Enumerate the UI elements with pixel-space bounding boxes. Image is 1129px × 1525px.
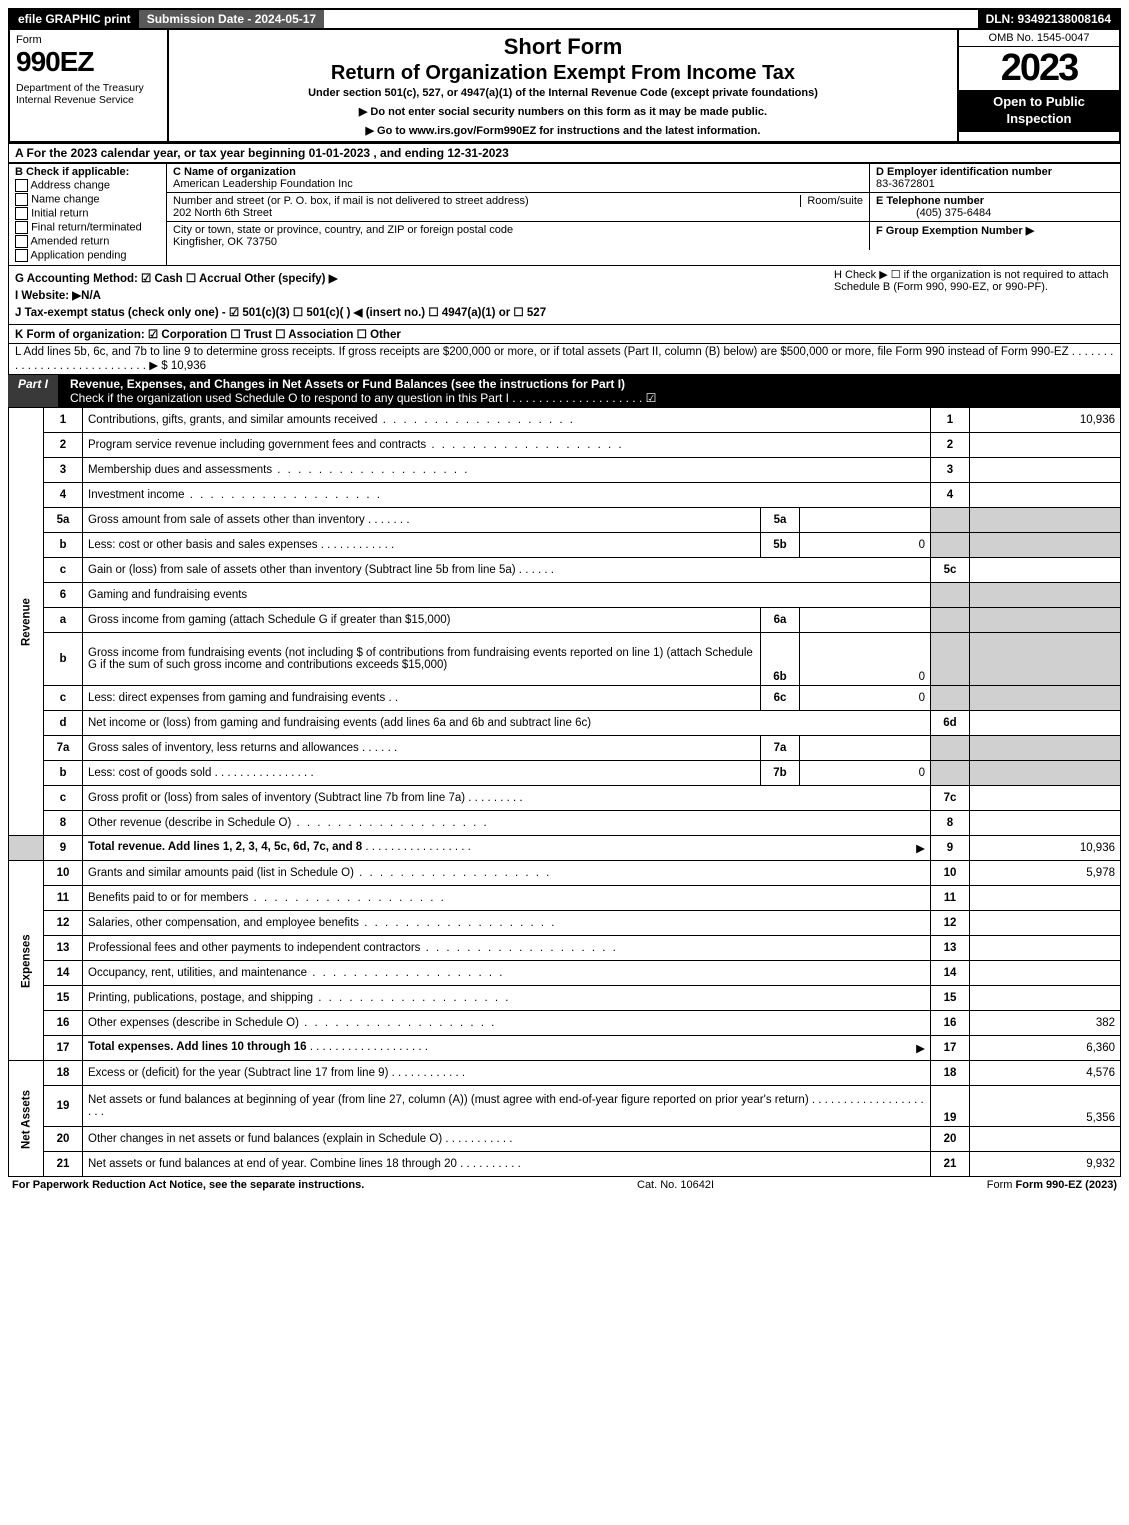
form-footer-label: Form Form 990-EZ (2023) xyxy=(987,1179,1117,1191)
chk-initial-return[interactable]: Initial return xyxy=(15,207,160,220)
row-a-tax-year: A For the 2023 calendar year, or tax yea… xyxy=(8,143,1121,163)
section-ghij: H Check ▶ ☐ if the organization is not r… xyxy=(8,266,1121,325)
form-word: Form xyxy=(16,34,161,46)
submission-date-button[interactable]: Submission Date - 2024-05-17 xyxy=(139,10,324,28)
short-form-title: Short Form xyxy=(177,34,949,60)
city-state-zip: Kingfisher, OK 73750 xyxy=(173,236,277,248)
form-header: Form 990EZ Department of the Treasury In… xyxy=(8,30,1121,143)
omb-number: OMB No. 1545-0047 xyxy=(959,30,1119,47)
part-1-header: Part I Revenue, Expenses, and Changes in… xyxy=(8,375,1121,407)
chk-name-change[interactable]: Name change xyxy=(15,193,160,206)
lines-table: Revenue 1Contributions, gifts, grants, a… xyxy=(8,407,1121,1177)
efile-print-button[interactable]: efile GRAPHIC print xyxy=(10,10,139,28)
dln-label: DLN: 93492138008164 xyxy=(978,10,1119,28)
return-title: Return of Organization Exempt From Incom… xyxy=(177,62,949,85)
row-l-gross-receipts: L Add lines 5b, 6c, and 7b to line 9 to … xyxy=(8,344,1121,375)
city-label: City or town, state or province, country… xyxy=(173,224,513,236)
f-group-exemption: F Group Exemption Number ▶ xyxy=(876,225,1034,237)
chk-amended-return[interactable]: Amended return xyxy=(15,235,160,248)
d-ein-label: D Employer identification number xyxy=(876,166,1052,178)
b-label: B Check if applicable: xyxy=(15,166,129,178)
part-1-check: Check if the organization used Schedule … xyxy=(70,391,656,405)
expenses-side-label: Expenses xyxy=(9,861,44,1061)
revenue-side-label: Revenue xyxy=(9,408,44,836)
form-number: 990EZ xyxy=(16,46,161,78)
phone-value: (405) 375-6484 xyxy=(876,207,991,219)
cat-number: Cat. No. 10642I xyxy=(637,1179,714,1191)
room-suite-label: Room/suite xyxy=(800,195,863,207)
chk-final-return[interactable]: Final return/terminated xyxy=(15,221,160,234)
street-label: Number and street (or P. O. box, if mail… xyxy=(173,195,529,207)
page-footer: For Paperwork Reduction Act Notice, see … xyxy=(8,1177,1121,1193)
e-phone-label: E Telephone number xyxy=(876,195,984,207)
org-name: American Leadership Foundation Inc xyxy=(173,178,353,190)
topbar: efile GRAPHIC print Submission Date - 20… xyxy=(8,8,1121,30)
dept-treasury: Department of the Treasury Internal Reve… xyxy=(16,82,161,106)
row-j-tax-exempt: J Tax-exempt status (check only one) - ☑… xyxy=(15,305,1114,319)
part-1-label: Part I xyxy=(8,375,58,407)
paperwork-notice: For Paperwork Reduction Act Notice, see … xyxy=(12,1179,364,1191)
tax-year: 2023 xyxy=(959,47,1119,90)
section-b-c: B Check if applicable: Address change Na… xyxy=(8,163,1121,266)
chk-address-change[interactable]: Address change xyxy=(15,179,160,192)
c-name-label: C Name of organization xyxy=(173,166,296,178)
under-section: Under section 501(c), 527, or 4947(a)(1)… xyxy=(177,87,949,99)
goto-link[interactable]: ▶ Go to www.irs.gov/Form990EZ for instru… xyxy=(177,124,949,137)
row-k-org-form: K Form of organization: ☑ Corporation ☐ … xyxy=(8,325,1121,344)
ssn-warning: ▶ Do not enter social security numbers o… xyxy=(177,105,949,118)
part-1-title: Revenue, Expenses, and Changes in Net As… xyxy=(70,377,625,391)
street-address: 202 North 6th Street xyxy=(173,207,272,219)
row-h: H Check ▶ ☐ if the organization is not r… xyxy=(834,268,1114,293)
chk-application-pending[interactable]: Application pending xyxy=(15,249,160,262)
netassets-side-label: Net Assets xyxy=(9,1061,44,1177)
open-public-badge: Open to Public Inspection xyxy=(959,90,1119,132)
ein-value: 83-3672801 xyxy=(876,178,935,190)
